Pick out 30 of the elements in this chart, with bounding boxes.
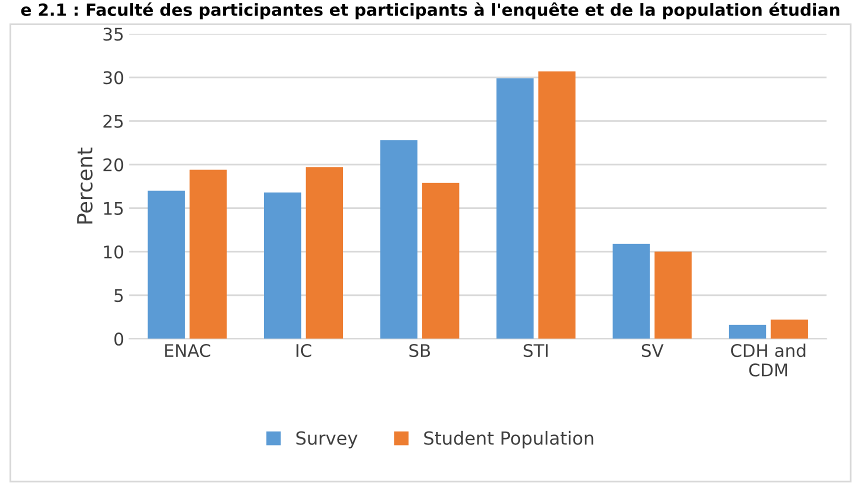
bar xyxy=(770,320,808,339)
x-tick-label: STI xyxy=(524,344,548,358)
x-tick-label: ENAC xyxy=(165,344,210,358)
bar xyxy=(422,182,460,339)
chart-title: e 2.1 : Faculté des participantes et participants à l'enquête et de la population étudian xyxy=(21,2,840,20)
bar xyxy=(654,252,692,339)
y-tick-label: 30 xyxy=(104,71,124,84)
x-tick-label: SV xyxy=(642,344,664,358)
x-tick-label: CDH and CDM xyxy=(731,344,806,377)
bar xyxy=(728,324,766,339)
legend-label: Student Population xyxy=(424,430,594,448)
y-tick-label: 25 xyxy=(103,114,123,128)
bar xyxy=(306,167,344,339)
bar xyxy=(148,190,185,339)
bar xyxy=(380,140,418,339)
y-tick-label: 0 xyxy=(114,332,124,346)
y-tick-label: 20 xyxy=(103,158,124,172)
x-tick-label: IC xyxy=(296,344,312,358)
bar xyxy=(190,170,227,339)
bar xyxy=(612,244,650,339)
y-tick-label: 10 xyxy=(104,245,124,259)
legend-label: Survey xyxy=(296,431,358,448)
y-axis-title: Percent xyxy=(77,148,93,224)
bar xyxy=(264,192,302,339)
y-tick-label: 15 xyxy=(104,202,123,215)
y-tick-label: 35 xyxy=(104,28,123,41)
bar xyxy=(496,78,534,339)
y-tick-label: 5 xyxy=(114,289,123,302)
x-tick-label: SB xyxy=(409,344,430,358)
bar xyxy=(538,71,576,339)
